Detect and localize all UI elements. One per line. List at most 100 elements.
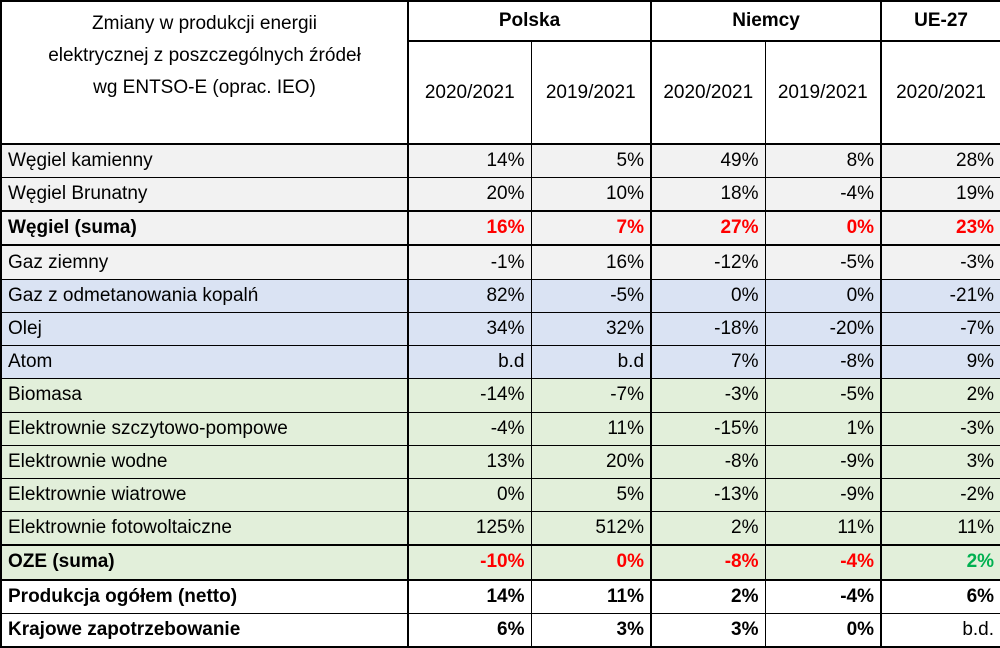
table-row-wegiel-suma: Węgiel (suma) 16% 7% 27% 0% 23% [0, 210, 1000, 247]
value-cell: 8% [764, 142, 883, 179]
value-cell: 0% [764, 210, 883, 247]
country-header-eu27: UE-27 [880, 0, 1000, 42]
value-cell: 13% [407, 444, 532, 479]
row-label: Gaz ziemny [0, 244, 409, 280]
country-header-germany: Niemcy [650, 0, 883, 42]
value-cell: -3% [880, 411, 1000, 446]
value-cell: b.d [530, 345, 653, 380]
value-cell: 1% [764, 411, 883, 446]
value-cell: 2% [880, 544, 1000, 581]
table-row-gaz-ziemny: Gaz ziemny -1% 16% -12% -5% -3% [0, 244, 1000, 280]
table-row-produkcja-ogolem-netto: Produkcja ogółem (netto) 14% 11% 2% -4% 6% [0, 578, 1000, 614]
row-label: Biomasa [0, 378, 409, 413]
row-label: Elektrownie wodne [0, 444, 409, 479]
row-label: Gaz z odmetanowania kopalń [0, 278, 409, 313]
value-cell: -15% [650, 411, 766, 446]
value-cell: -3% [880, 244, 1000, 280]
value-cell: -1% [407, 244, 532, 280]
table-row-elektrownie-wiatrowe: Elektrownie wiatrowe 0% 5% -13% -9% -2% [0, 477, 1000, 513]
value-cell: -14% [407, 378, 532, 413]
value-cell: 125% [407, 511, 532, 546]
value-cell: 23% [880, 210, 1000, 247]
value-cell: 0% [650, 278, 766, 313]
row-label: Węgiel kamienny [0, 142, 409, 179]
value-cell: -8% [764, 345, 883, 380]
row-label: Olej [0, 311, 409, 347]
value-cell: -13% [650, 477, 766, 513]
value-cell: 7% [530, 210, 653, 247]
value-cell: -18% [650, 311, 766, 347]
year-header: 2019/2021 [531, 40, 653, 145]
value-cell: b.d [407, 345, 532, 380]
value-cell: b.d. [880, 612, 1000, 648]
value-cell: 14% [407, 142, 532, 179]
value-cell: 16% [407, 210, 532, 247]
value-cell: -2% [880, 477, 1000, 513]
value-cell: -5% [530, 278, 653, 313]
value-cell: 11% [530, 411, 653, 446]
row-label: Węgiel Brunatny [0, 177, 409, 212]
value-cell: 11% [764, 511, 883, 546]
value-cell: 16% [530, 244, 653, 280]
value-cell: -21% [880, 278, 1000, 313]
value-cell: 0% [764, 278, 883, 313]
value-cell: 49% [650, 142, 766, 179]
row-label: Elektrownie szczytowo-pompowe [0, 411, 409, 446]
value-cell: 18% [650, 177, 766, 212]
value-cell: 28% [880, 142, 1000, 179]
year-header: 2020/2021 [650, 40, 766, 145]
value-cell: 11% [880, 511, 1000, 546]
value-cell: 3% [880, 444, 1000, 479]
value-cell: 82% [407, 278, 532, 313]
value-cell: -10% [407, 544, 532, 581]
value-cell: 7% [650, 345, 766, 380]
value-cell: -4% [764, 177, 883, 212]
value-cell: 10% [530, 177, 653, 212]
value-cell: -4% [764, 544, 883, 581]
value-cell: 2% [650, 511, 766, 546]
value-cell: -4% [407, 411, 532, 446]
value-cell: 20% [530, 444, 653, 479]
row-label: OZE (suma) [0, 544, 409, 581]
value-cell: -7% [880, 311, 1000, 347]
table-title-line3: wg ENTSO-E (oprac. IEO) [93, 77, 316, 98]
table-row-elektrownie-fotowoltaiczne: Elektrownie fotowoltaiczne 125% 512% 2% 11% 1… [0, 511, 1000, 546]
value-cell: 19% [880, 177, 1000, 212]
row-label: Węgiel (suma) [0, 210, 409, 247]
value-cell: 0% [530, 544, 653, 581]
value-cell: -8% [650, 444, 766, 479]
value-cell: -5% [764, 244, 883, 280]
value-cell: -20% [764, 311, 883, 347]
row-label: Elektrownie wiatrowe [0, 477, 409, 513]
value-cell: 2% [650, 578, 766, 614]
value-cell: -3% [650, 378, 766, 413]
year-header: 2020/2021 [880, 40, 1000, 145]
value-cell: 34% [407, 311, 532, 347]
country-header-poland: Polska [406, 0, 653, 42]
table-title: Zmiany w produkcji energii elektrycznej … [0, 0, 409, 145]
table-title-line2: elektrycznej z poszczególnych źródeł [48, 45, 361, 66]
value-cell: 20% [407, 177, 532, 212]
year-header: 2019/2021 [765, 40, 883, 145]
value-cell: 0% [407, 477, 532, 513]
table-row-elektrownie-szczytowo-pompowe: Elektrownie szczytowo-pompowe -4% 11% -15% 1… [0, 411, 1000, 446]
value-cell: -9% [764, 477, 883, 513]
value-cell: 2% [880, 378, 1000, 413]
table-title-line1: Zmiany w produkcji energii [92, 13, 317, 34]
value-cell: 9% [880, 345, 1000, 380]
table-row-olej: Olej 34% 32% -18% -20% -7% [0, 311, 1000, 347]
value-cell: -12% [650, 244, 766, 280]
value-cell: -5% [764, 378, 883, 413]
table-row-biomasa: Biomasa -14% -7% -3% -5% 2% [0, 378, 1000, 413]
value-cell: 5% [530, 142, 653, 179]
value-cell: 32% [530, 311, 653, 347]
value-cell: -4% [764, 578, 883, 614]
value-cell: -8% [650, 544, 766, 581]
row-label: Produkcja ogółem (netto) [0, 578, 409, 614]
value-cell: -9% [764, 444, 883, 479]
table-row-wegiel-brunatny: Węgiel Brunatny 20% 10% 18% -4% 19% [0, 177, 1000, 212]
table-row-elektrownie-wodne: Elektrownie wodne 13% 20% -8% -9% 3% [0, 444, 1000, 479]
table-row-gaz-z-odmetanowania-kopaln: Gaz z odmetanowania kopalń 82% -5% 0% 0% -21% [0, 278, 1000, 313]
table-row-wegiel-kamienny: Węgiel kamienny 14% 5% 49% 8% 28% [0, 142, 1000, 179]
value-cell: 3% [650, 612, 766, 648]
